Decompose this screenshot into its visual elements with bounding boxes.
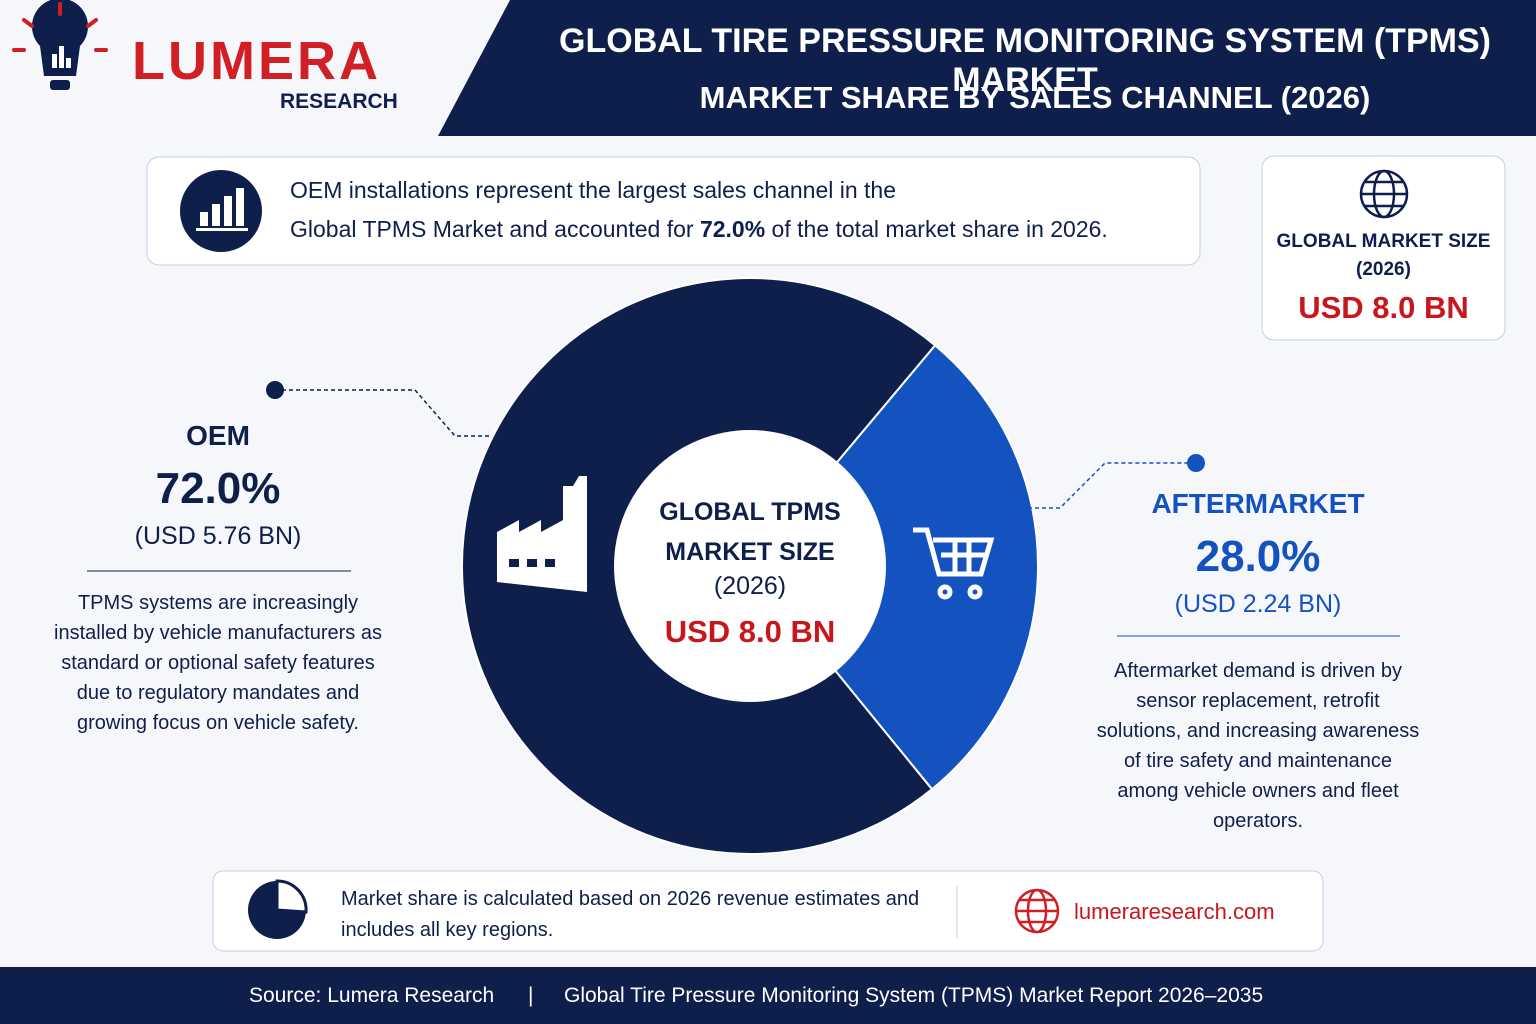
- callout-highlight: 72.0%: [699, 216, 766, 242]
- connector: [1028, 462, 1196, 509]
- donut-hole: [614, 430, 886, 702]
- web-icon: [1014, 888, 1060, 934]
- footer-report: Global Tire Pressure Monitoring System (…: [564, 984, 1264, 1007]
- size-value: USD 8.0 BN: [1298, 290, 1469, 325]
- center-value: USD 8.0 BN: [664, 614, 836, 649]
- center-year: (2026): [713, 572, 787, 600]
- center-label: GLOBAL TPMS MARKET SIZE: [659, 498, 841, 566]
- note-text: Market share is calculated based on 2026…: [341, 888, 920, 941]
- factory-icon: [497, 476, 587, 592]
- header-band: [438, 0, 1536, 136]
- callout-text: OEM installations represent the largest …: [290, 177, 896, 203]
- callout-text: of the total market share in 2026.: [765, 216, 1108, 242]
- footer-separator: |: [528, 984, 534, 1007]
- footer-source: Source: Lumera Research: [249, 984, 495, 1007]
- callout-text: Global TPMS Market and accounted for 72.…: [290, 216, 1108, 243]
- callout-icon: [180, 170, 262, 252]
- legend-label: AFTERMARKET: [1151, 488, 1365, 519]
- legend-label: OEM: [186, 420, 250, 451]
- callout-icon-bars: [196, 188, 248, 231]
- size-label: GLOBAL MARKET SIZE: [1276, 231, 1491, 252]
- amount-label: (USD 5.76 BN): [134, 522, 302, 550]
- footer-band: [0, 967, 1536, 1024]
- brand-sub: RESEARCH: [280, 90, 398, 113]
- globe-icon: [1359, 169, 1409, 219]
- connector-dot: [266, 381, 284, 399]
- size-year: (2026): [1356, 259, 1411, 280]
- amount-label: (USD 2.24 BN): [1174, 590, 1342, 618]
- callout-text: Global TPMS Market and accounted for: [290, 216, 700, 242]
- description: Aftermarket demand is driven by sensor r…: [1096, 660, 1420, 832]
- cart-icon: [913, 527, 995, 600]
- callout-box: [146, 156, 1201, 266]
- market-size-box: [1261, 155, 1506, 341]
- website[interactable]: lumeraresearch.com: [1074, 899, 1275, 924]
- logo-icon: [12, 0, 108, 90]
- subtitle: MARKET SHARE BY SALES CHANNEL (2026): [699, 80, 1371, 115]
- title: GLOBAL TIRE PRESSURE MONITORING SYSTEM (…: [559, 22, 1491, 99]
- connector: [275, 389, 490, 437]
- pie-icon-slice: [275, 879, 308, 914]
- donut-slice: [748, 343, 1039, 791]
- value-label: 72.0%: [155, 464, 281, 513]
- connector-dot: [1187, 454, 1205, 472]
- value-label: 28.0%: [1195, 532, 1321, 581]
- brand-name: LUMERA: [132, 31, 381, 91]
- description: TPMS systems are increasingly installed …: [54, 592, 382, 734]
